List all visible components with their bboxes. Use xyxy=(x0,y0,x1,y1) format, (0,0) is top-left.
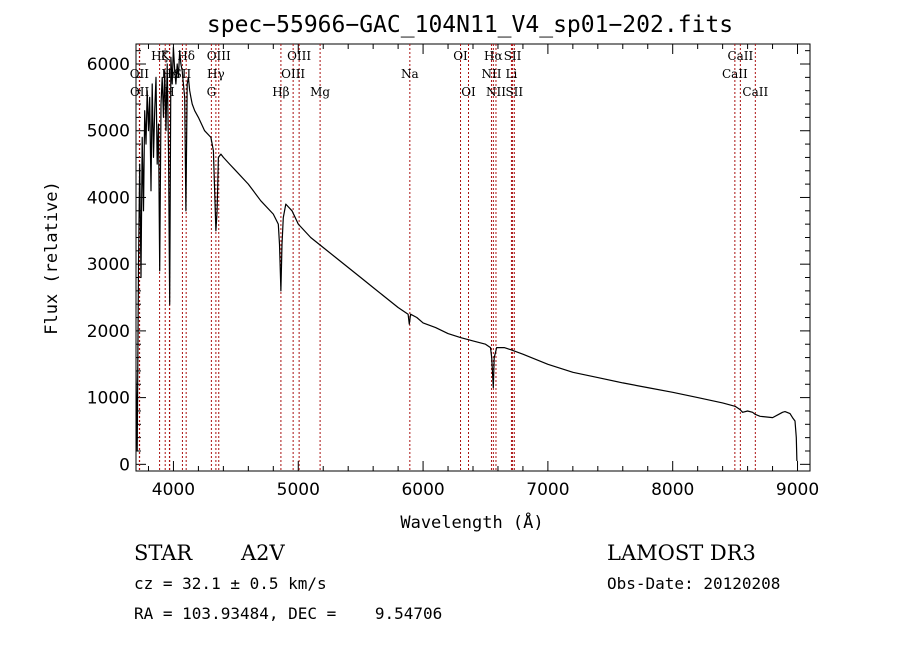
observation-date: Obs-Date: 20120208 xyxy=(607,574,780,593)
chart-title: spec−55966−GAC_104N11_V4_sp01−202.fits xyxy=(207,12,733,38)
x-tick-label: 4000 xyxy=(152,480,195,500)
x-tick-label: 7000 xyxy=(526,480,569,500)
x-tick-label: 5000 xyxy=(277,480,320,500)
y-tick-label: 6000 xyxy=(87,55,130,75)
series-group xyxy=(136,46,798,462)
spectral-line-label: OII xyxy=(130,67,150,81)
object-subclass: A2V xyxy=(240,541,286,565)
spectral-line-label: Li xyxy=(506,67,518,81)
spectral-line-label: NII xyxy=(481,67,501,81)
spectral-line-label: OIII xyxy=(207,49,231,63)
spectral-line-label: Hδ xyxy=(177,49,195,63)
y-tick-label: 3000 xyxy=(87,255,130,275)
x-tick-label: 6000 xyxy=(401,480,444,500)
spectral-line-label: Hε xyxy=(161,67,178,81)
spectral-line-label: OIII xyxy=(281,67,305,81)
spectral-line-label: Hα xyxy=(484,49,503,63)
sky-coordinates: RA = 103.93484, DEC = 9.54706 xyxy=(134,604,442,623)
spectral-line-label: CaII xyxy=(727,49,753,63)
spectral-line-label: Mg xyxy=(310,85,330,99)
y-tick-label: 1000 xyxy=(87,389,130,409)
x-tick-label: 8000 xyxy=(651,480,694,500)
y-tick-label: 4000 xyxy=(87,188,130,208)
spectral-line-label: G xyxy=(207,85,217,99)
y-tick-label: 0 xyxy=(119,455,130,475)
spectral-line-label: CaII xyxy=(742,85,768,99)
spectral-line-label: OI xyxy=(453,49,468,63)
spectral-line-label: H xyxy=(164,85,174,99)
plot-frame xyxy=(135,43,811,472)
redshift-cz: cz = 32.1 ± 0.5 km/s xyxy=(134,574,327,593)
spectral-line-label: OI xyxy=(461,85,476,99)
spectrum-series-line xyxy=(136,46,798,462)
y-tick-label: 2000 xyxy=(87,322,130,342)
x-axis-label: Wavelength (Å) xyxy=(400,511,543,533)
object-class: STAR xyxy=(134,541,193,565)
spectral-line-label: Hγ xyxy=(207,67,225,81)
spectral-line-label: Hζ xyxy=(151,49,168,63)
axis-ticks: 4000 5000 6000 7000 8000 9000 0 1000 2000 3000 400… xyxy=(87,44,819,500)
spectral-line-label: OII xyxy=(130,85,150,99)
spectral-line-label: OIII xyxy=(287,49,311,63)
spectral-line-label: Hβ xyxy=(272,85,289,99)
y-axis-label: Flux (relative) xyxy=(42,181,62,335)
spectral-line-markers xyxy=(138,44,756,471)
x-tick-label: 9000 xyxy=(776,480,819,500)
y-tick-label: 5000 xyxy=(87,122,130,142)
survey-name: LAMOST DR3 xyxy=(607,541,756,565)
spectral-line-label: CaII xyxy=(722,67,748,81)
spectral-line-label: SII xyxy=(505,85,523,99)
spectral-line-label: NII xyxy=(486,85,506,99)
spectral-line-label: K xyxy=(161,49,171,63)
spectral-line-label: SII xyxy=(504,49,522,63)
spectral-line-label: Na xyxy=(401,67,419,81)
